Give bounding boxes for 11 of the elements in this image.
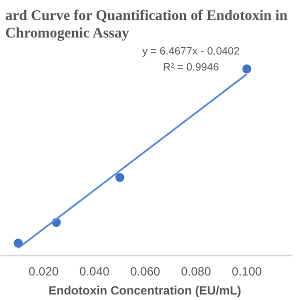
- annotation: R² = 0.9946: [162, 62, 219, 74]
- text: y = 6.4677x - 0.0402: [142, 46, 240, 58]
- chart-title: ard Curve for Quantification of Endotoxin in Chromogenic Assay: [5, 8, 288, 42]
- x-tick-label: 0.100: [232, 264, 262, 278]
- x-tick-label: 0.060: [130, 264, 161, 278]
- x-axis-title: Endotoxin Concentration (EU/mL): [48, 284, 242, 298]
- x-tick-label: 0.020: [28, 264, 60, 278]
- point: [115, 173, 124, 182]
- x-tick-label: 0.080: [181, 264, 212, 278]
- point: [242, 64, 252, 74]
- x-tick-label: 0.040: [79, 264, 110, 278]
